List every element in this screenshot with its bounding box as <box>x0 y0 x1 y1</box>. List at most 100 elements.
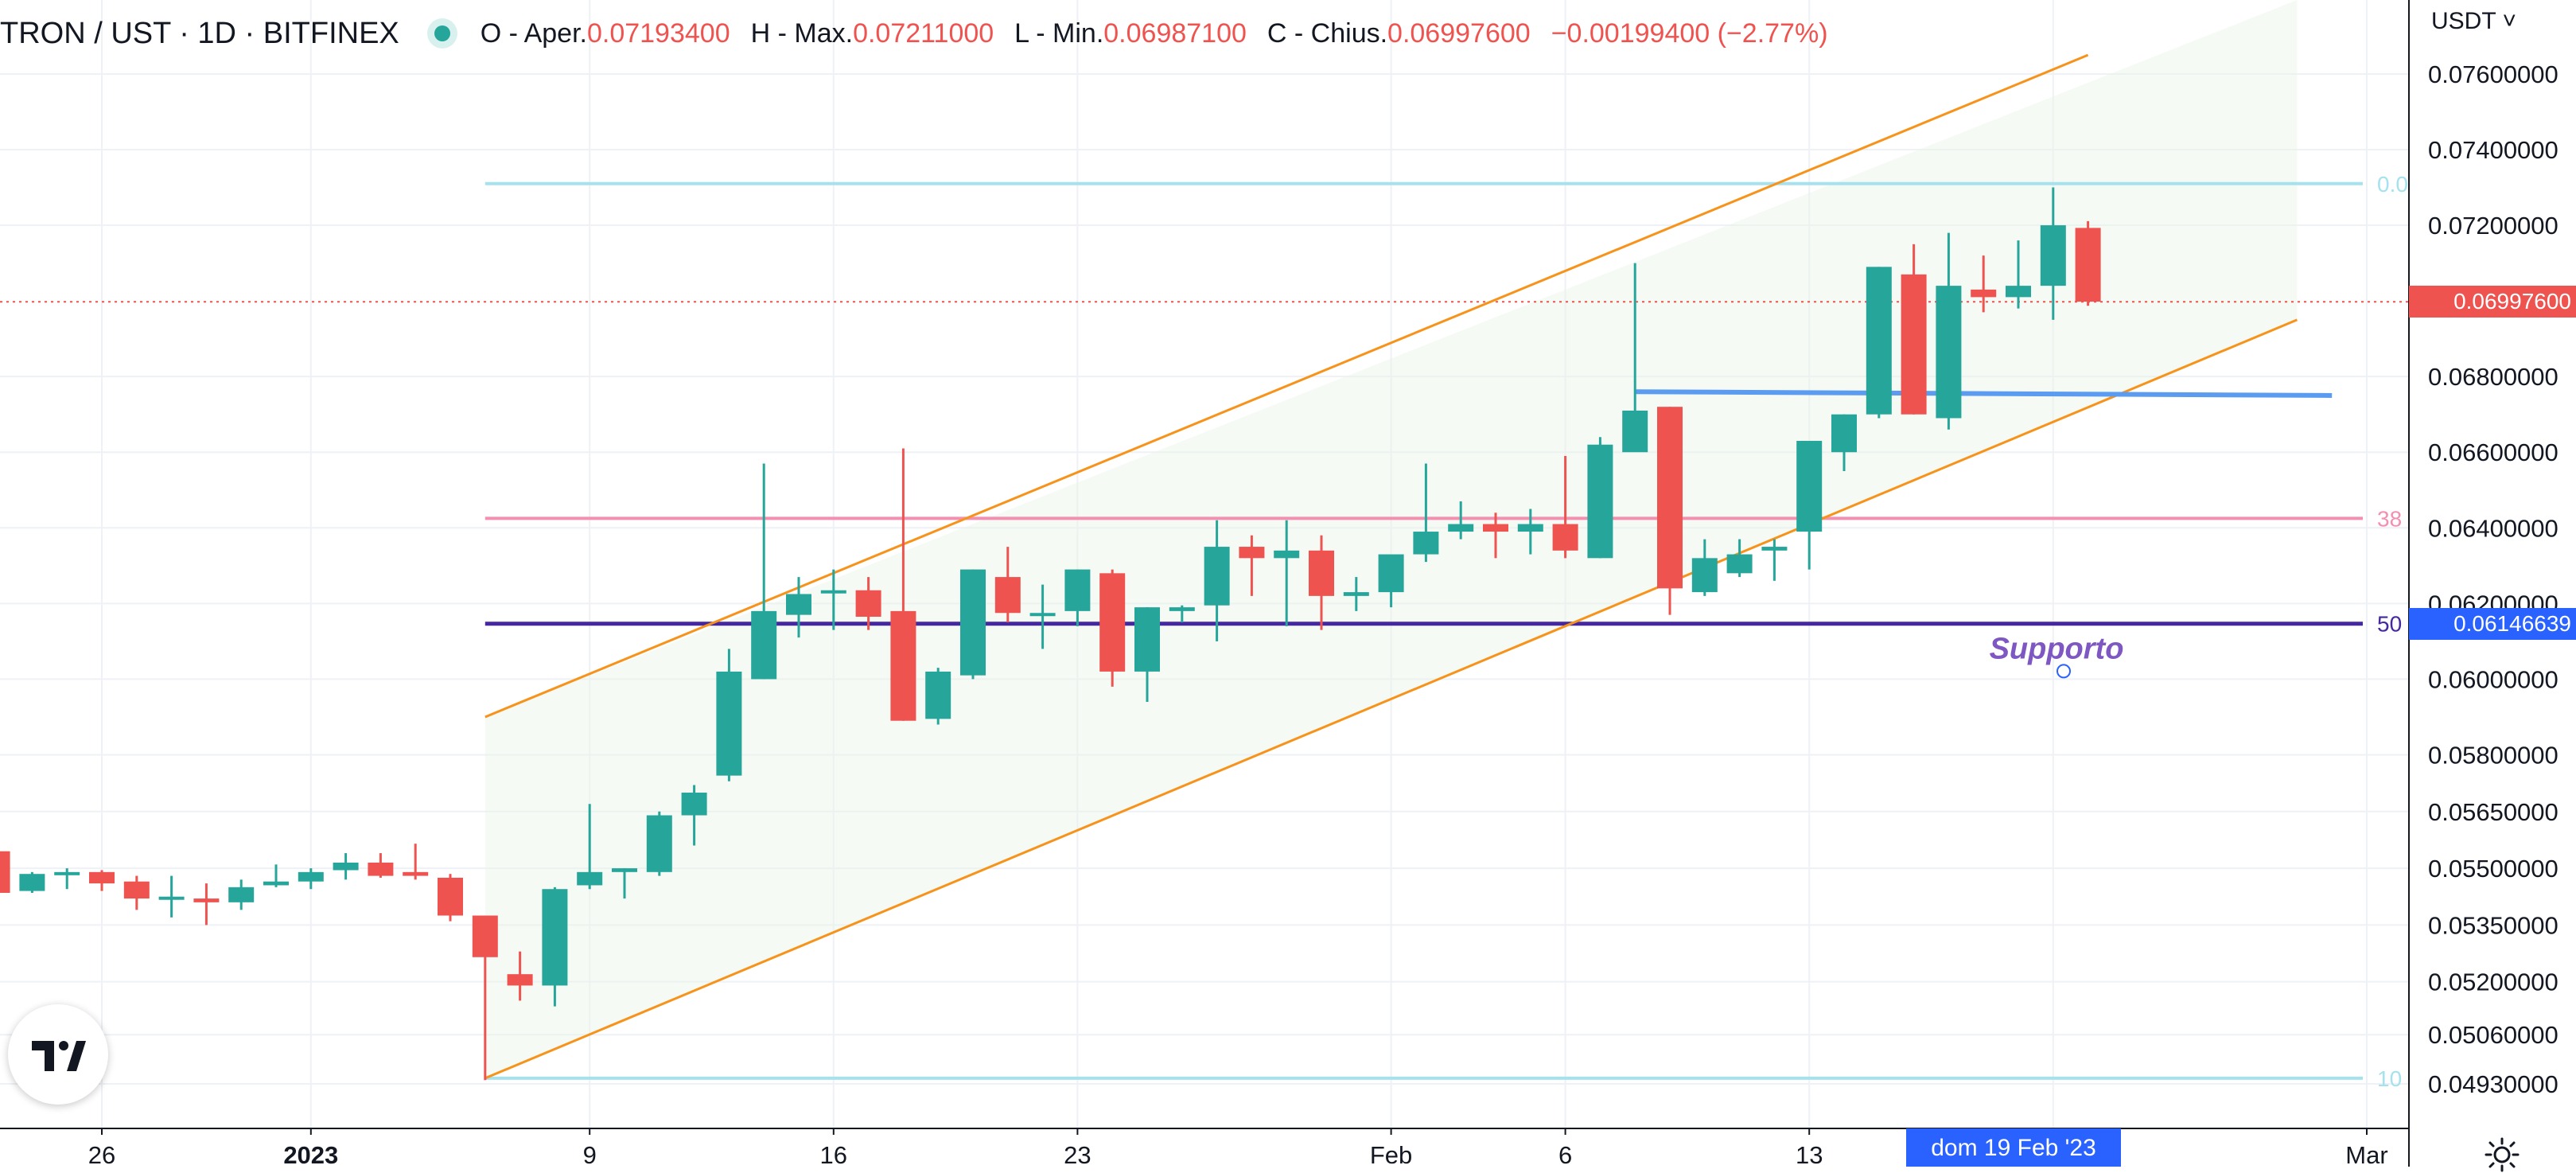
candle <box>1796 440 1823 570</box>
x-tick-label: Mar <box>2345 1141 2387 1167</box>
candle-body <box>1587 444 1613 559</box>
candle-body <box>1971 289 1997 298</box>
y-tick-label: 0.05060000 <box>2428 1021 2558 1049</box>
y-tick-label: 0.05500000 <box>2428 855 2558 883</box>
candle <box>123 875 150 910</box>
candle <box>507 951 533 1001</box>
x-tick-label: 9 <box>583 1141 597 1167</box>
candles <box>0 187 2101 1081</box>
high-value: 0.07211000 <box>853 18 994 49</box>
level-label-fib_bottom: 10 <box>2377 1066 2402 1091</box>
trendlines <box>484 53 2333 1080</box>
candle-body <box>646 815 672 872</box>
candle-body <box>2075 228 2101 302</box>
x-tick-label: 26 <box>88 1141 115 1167</box>
open-label: O - Aper. <box>480 18 587 49</box>
candle <box>89 870 115 891</box>
candle <box>1726 539 1753 578</box>
candle <box>1064 569 1091 626</box>
candle-body <box>1831 414 1857 453</box>
change-value: −0.00199400 (−2.77%) <box>1551 18 1828 49</box>
candle-body <box>1064 569 1091 611</box>
candle <box>577 804 603 890</box>
candle-body <box>1448 524 1474 532</box>
x-tick-label: 16 <box>820 1141 847 1167</box>
candle <box>1134 607 1160 702</box>
x-tick-label: 6 <box>1558 1141 1572 1167</box>
candle <box>1831 414 1857 472</box>
candle <box>925 668 951 725</box>
candle <box>820 569 846 630</box>
candle-body <box>2006 286 2031 298</box>
candle <box>542 887 568 1007</box>
y-tick-label: 0.05350000 <box>2428 911 2558 939</box>
candle-body <box>1691 558 1718 593</box>
y-tick-label: 0.07200000 <box>2428 212 2558 240</box>
candle-body <box>368 862 394 876</box>
candle <box>1587 437 1613 559</box>
candle <box>263 864 289 887</box>
candle-body <box>542 889 568 986</box>
candle <box>1378 554 1404 608</box>
candle <box>2075 220 2101 306</box>
open-value: 0.07193400 <box>586 18 730 49</box>
candle <box>646 811 672 876</box>
level-label-support: 50 <box>2377 612 2402 637</box>
candle-body <box>1761 547 1788 551</box>
y-tick-label: 0.06000000 <box>2428 665 2558 693</box>
high-label: H - Max. <box>750 18 854 49</box>
candle-body <box>1029 613 1056 617</box>
trendline-channel-lower <box>484 318 2298 1080</box>
candle-body <box>855 590 881 617</box>
candle <box>0 851 10 893</box>
candle <box>472 915 498 1081</box>
candle-body <box>0 851 10 893</box>
candle <box>1204 520 1230 641</box>
candle <box>1029 584 1056 649</box>
candle <box>1971 255 1997 313</box>
candle <box>298 868 324 890</box>
y-tick-label: 0.05200000 <box>2428 968 2558 996</box>
annotation-anchor <box>2057 664 2071 679</box>
trendline-resistance <box>1635 389 2333 398</box>
symbol-name[interactable]: TRON / UST · 1D · BITFINEX <box>0 16 399 50</box>
candle <box>2006 240 2031 309</box>
candle <box>890 448 916 721</box>
y-tick-label: 0.07400000 <box>2428 136 2558 164</box>
y-tick-label: 0.05800000 <box>2428 741 2558 769</box>
candle <box>1309 535 1334 630</box>
y-tick-label: 0.05650000 <box>2428 798 2558 826</box>
candle-body <box>820 590 846 594</box>
candle-body <box>786 594 811 615</box>
candle-body <box>1657 407 1683 589</box>
candle-body <box>1517 524 1543 532</box>
sun-settings-icon[interactable] <box>2484 1136 2520 1173</box>
support-price-tag: 0.06146639 <box>2409 607 2576 640</box>
candle-body <box>577 871 603 886</box>
candle-body <box>1169 607 1195 611</box>
candle <box>681 785 707 846</box>
candle <box>158 875 185 918</box>
y-tick-label: 0.06600000 <box>2428 438 2558 466</box>
candle <box>1936 232 1962 430</box>
candle-body <box>1413 532 1439 555</box>
candle <box>54 868 80 890</box>
candle <box>716 649 742 781</box>
live-dot-icon <box>434 25 450 41</box>
candle-body <box>890 610 916 721</box>
y-tick-label: 0.06400000 <box>2428 514 2558 542</box>
candle <box>1761 539 1788 581</box>
tradingview-logo-icon[interactable] <box>8 1004 108 1105</box>
candle <box>193 883 220 926</box>
candle-body <box>1866 267 1892 415</box>
candle <box>751 463 777 680</box>
candle <box>1239 535 1265 596</box>
candle-body <box>1901 274 1927 415</box>
candle <box>1552 455 1578 559</box>
candle-body <box>1378 554 1404 593</box>
horizontal-levels: 0.0 38 50 10 <box>0 172 2409 1091</box>
currency-selector[interactable]: USDT ˅ <box>2431 8 2516 34</box>
candle-body <box>1204 547 1230 606</box>
channel-fill <box>484 0 2298 1078</box>
